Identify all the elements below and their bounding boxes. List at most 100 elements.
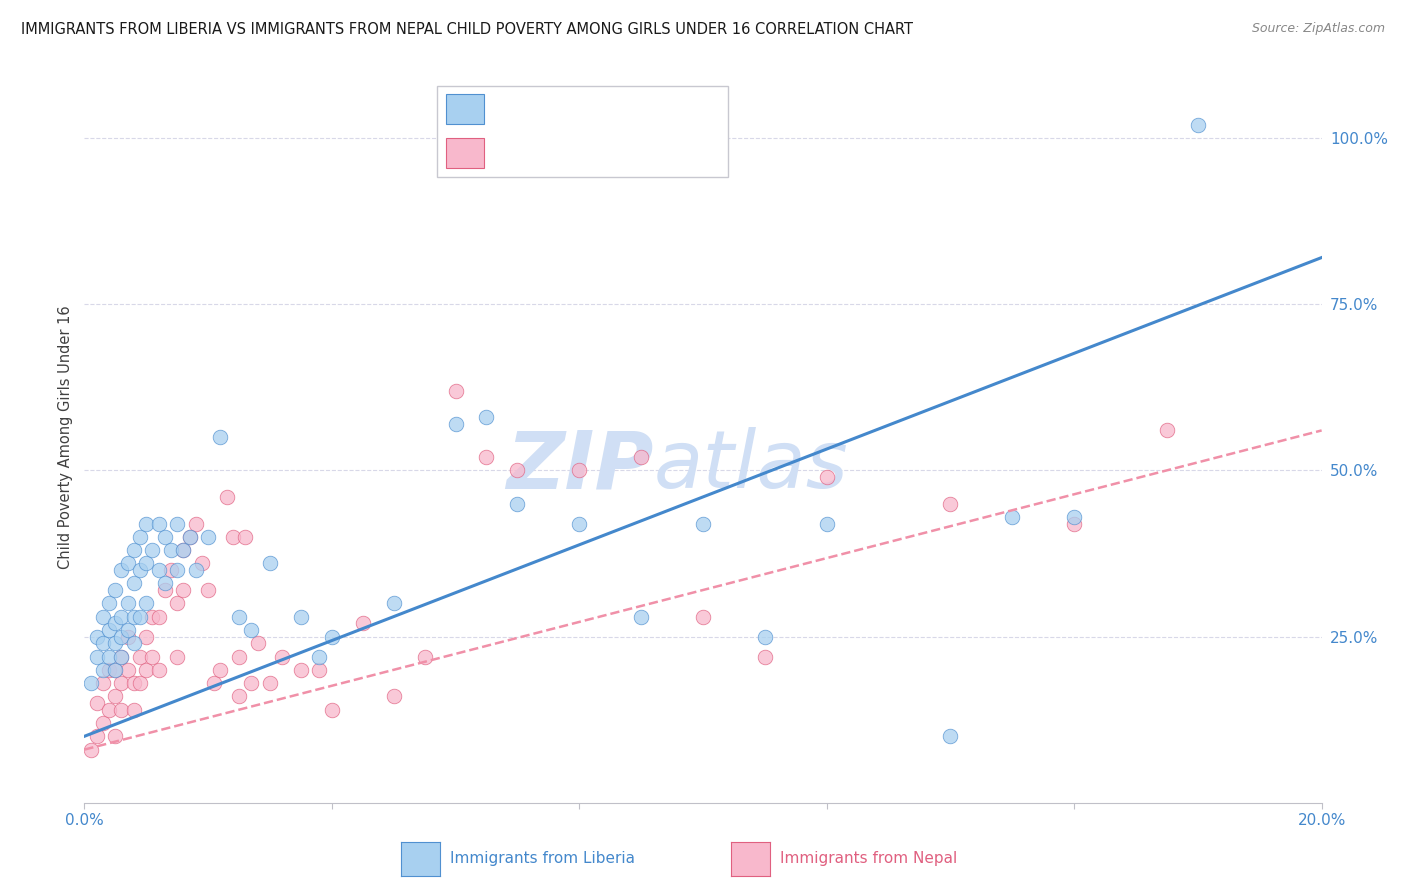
Point <box>1001 509 1024 524</box>
Point <box>1156 424 1178 438</box>
Point <box>290 609 312 624</box>
Point <box>166 596 188 610</box>
Point <box>506 497 529 511</box>
Text: Immigrants from Liberia: Immigrants from Liberia <box>450 852 636 866</box>
Point <box>135 596 157 610</box>
Point <box>308 663 330 677</box>
Point <box>444 417 467 431</box>
Text: ZIP: ZIP <box>506 427 654 506</box>
Point <box>148 516 170 531</box>
Point <box>86 696 108 710</box>
Point <box>110 649 132 664</box>
Point <box>209 663 232 677</box>
Point <box>122 636 145 650</box>
Point <box>754 630 776 644</box>
Text: atlas: atlas <box>654 427 848 506</box>
Point <box>153 530 176 544</box>
Text: IMMIGRANTS FROM LIBERIA VS IMMIGRANTS FROM NEPAL CHILD POVERTY AMONG GIRLS UNDER: IMMIGRANTS FROM LIBERIA VS IMMIGRANTS FR… <box>21 22 912 37</box>
Point <box>122 576 145 591</box>
Text: Source: ZipAtlas.com: Source: ZipAtlas.com <box>1251 22 1385 36</box>
Point <box>197 582 219 597</box>
Point <box>259 557 281 571</box>
Point <box>815 516 838 531</box>
Point <box>91 609 114 624</box>
Point <box>91 663 114 677</box>
Point <box>104 582 127 597</box>
Point <box>184 516 207 531</box>
Point <box>86 630 108 644</box>
Point <box>166 516 188 531</box>
Point <box>228 690 250 704</box>
Point <box>104 636 127 650</box>
Point <box>117 557 139 571</box>
Point <box>91 676 114 690</box>
Point <box>104 663 127 677</box>
Point <box>129 609 152 624</box>
Point <box>692 609 714 624</box>
Point <box>122 703 145 717</box>
Point <box>506 463 529 477</box>
Point <box>246 636 269 650</box>
Point <box>79 676 101 690</box>
Point <box>202 676 225 690</box>
Point <box>166 563 188 577</box>
Point <box>184 563 207 577</box>
Point <box>104 729 127 743</box>
Point <box>122 609 145 624</box>
Point <box>141 543 163 558</box>
Point <box>148 609 170 624</box>
Point <box>630 609 652 624</box>
Point <box>568 516 591 531</box>
Point <box>160 543 183 558</box>
Point <box>475 410 498 425</box>
Point <box>117 630 139 644</box>
Point <box>1187 118 1209 132</box>
Point <box>240 676 263 690</box>
Point <box>117 623 139 637</box>
Point <box>172 543 194 558</box>
Point <box>209 430 232 444</box>
Point <box>104 663 127 677</box>
Point <box>754 649 776 664</box>
Point <box>259 676 281 690</box>
Point <box>692 516 714 531</box>
Point <box>321 703 343 717</box>
Point <box>228 649 250 664</box>
Point <box>86 649 108 664</box>
Point <box>233 530 256 544</box>
Point <box>179 530 201 544</box>
Point <box>122 676 145 690</box>
Point <box>222 530 245 544</box>
Point <box>98 649 121 664</box>
Point <box>1063 516 1085 531</box>
Point <box>568 463 591 477</box>
Point <box>815 470 838 484</box>
Point <box>1063 509 1085 524</box>
Point <box>191 557 214 571</box>
Point <box>141 609 163 624</box>
Point <box>153 582 176 597</box>
Point <box>98 703 121 717</box>
Point <box>148 663 170 677</box>
Point <box>413 649 436 664</box>
Point <box>382 596 405 610</box>
Point <box>129 563 152 577</box>
Point <box>153 576 176 591</box>
Point <box>197 530 219 544</box>
Point <box>179 530 201 544</box>
Point <box>382 690 405 704</box>
Point <box>135 663 157 677</box>
Point <box>110 630 132 644</box>
Point <box>141 649 163 664</box>
Point <box>352 616 374 631</box>
Point <box>98 596 121 610</box>
Point <box>475 450 498 464</box>
Point <box>104 690 127 704</box>
Point <box>98 623 121 637</box>
Point <box>271 649 294 664</box>
Point <box>129 649 152 664</box>
Point <box>939 729 962 743</box>
Point <box>117 663 139 677</box>
Point <box>86 729 108 743</box>
Point <box>98 663 121 677</box>
